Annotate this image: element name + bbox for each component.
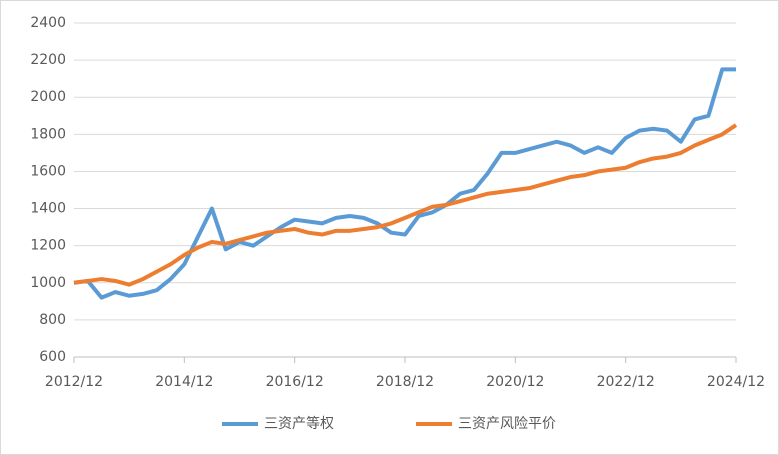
series-line	[73, 67, 736, 300]
legend-label: 三资产风险平价	[458, 416, 556, 432]
y-tick-label: 1400	[30, 201, 66, 217]
y-tick-label: 600	[39, 349, 66, 365]
x-tick-label: 2020/12	[486, 374, 544, 390]
x-tick-label: 2022/12	[597, 374, 655, 390]
y-tick-label: 800	[39, 312, 66, 328]
x-tick-label: 2018/12	[376, 374, 434, 390]
y-tick-label: 1200	[30, 238, 66, 254]
series-line	[73, 123, 738, 287]
x-tick-label: 2012/12	[45, 374, 103, 390]
y-tick-label: 1000	[30, 275, 66, 291]
y-tick-label: 1600	[30, 163, 66, 179]
x-tick-label: 2016/12	[266, 374, 324, 390]
y-tick-label: 2400	[30, 15, 66, 31]
legend-label: 三资产等权	[264, 415, 334, 432]
x-tick-label: 2024/12	[707, 374, 765, 390]
x-tick-label: 2014/12	[155, 374, 213, 390]
y-tick-label: 1800	[30, 126, 66, 142]
y-tick-label: 2200	[30, 52, 66, 68]
y-tick-label: 2000	[30, 89, 66, 105]
